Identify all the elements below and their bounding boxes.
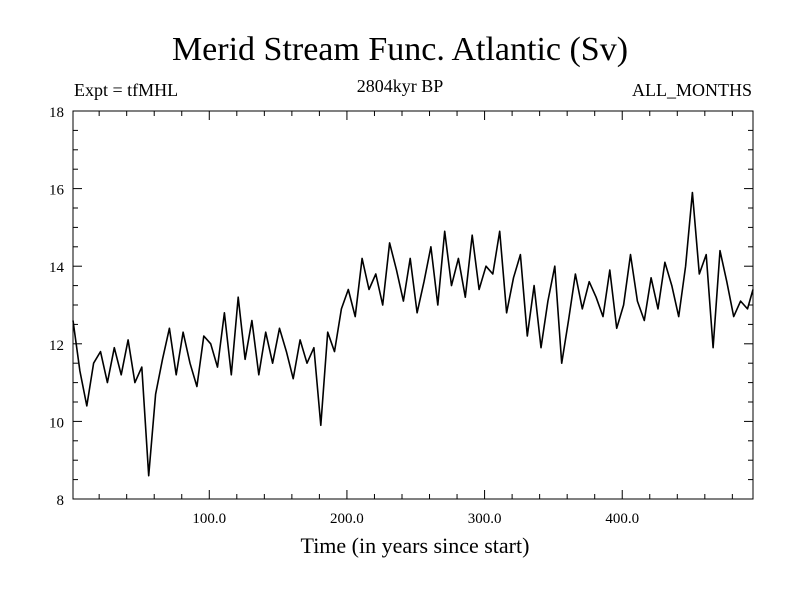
chart-title: Merid Stream Func. Atlantic (Sv) [171,31,629,68]
x-tick-label: 300.0 [468,511,502,527]
x-axis-label: Time (in years since start) [301,533,530,558]
experiment-label: Expt = tfMHL [74,80,179,100]
x-tick-label: 100.0 [192,511,226,527]
x-tick-label: 400.0 [605,511,639,527]
y-tick-label: 8 [57,493,65,509]
y-tick-label: 12 [49,338,64,354]
x-tick-label: 200.0 [330,511,364,527]
plot-frame [72,110,754,500]
y-tick-label: 10 [49,415,64,431]
series-line-0 [72,191,754,477]
months-label: ALL_MONTHS [632,80,752,100]
y-tick-label: 18 [49,105,64,121]
y-tick-label: 14 [49,260,65,276]
y-tick-label: 16 [49,183,65,199]
period-label: 2804kyr BP [356,76,444,96]
